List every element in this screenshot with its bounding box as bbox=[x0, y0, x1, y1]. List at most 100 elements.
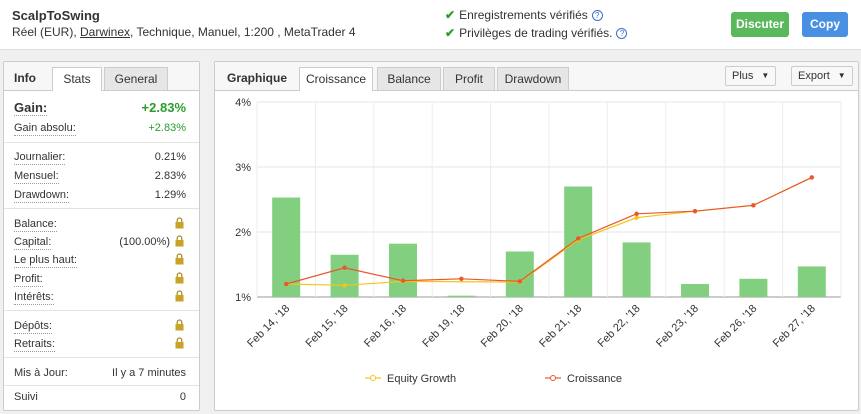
gain-row: Gain: +2.83% bbox=[14, 101, 186, 119]
croissance-point bbox=[634, 211, 639, 216]
verified-records-label: Enregistrements vérifiés bbox=[459, 8, 588, 22]
equity-value: (100.00%) bbox=[119, 236, 170, 248]
help-icon[interactable]: ? bbox=[616, 28, 628, 40]
tab-info[interactable]: Info bbox=[14, 71, 36, 85]
divider bbox=[4, 310, 199, 311]
discuss-button[interactable]: Discuter bbox=[731, 12, 789, 37]
chart-tabs: Graphique Croissance Balance Profit Draw… bbox=[215, 62, 858, 91]
x-tick-label: Feb 20, '18 bbox=[479, 303, 526, 350]
lock-icon bbox=[175, 217, 184, 229]
interest-label: Intérêts: bbox=[14, 291, 54, 305]
tab-profit[interactable]: Profit bbox=[443, 67, 495, 90]
stats-panel: Info Stats General Gain: +2.83% Gain abs… bbox=[3, 61, 200, 411]
x-tick-label: Feb 21, '18 bbox=[537, 303, 584, 350]
lock-icon bbox=[175, 253, 184, 265]
account-info-prefix: Réel (EUR), bbox=[12, 25, 81, 39]
lock-icon bbox=[175, 235, 184, 247]
equity-label: Capital: bbox=[14, 236, 52, 250]
legend-label: Croissance bbox=[567, 373, 622, 385]
abs-gain-value: +2.83% bbox=[148, 122, 186, 134]
chart-panel-title: Graphique bbox=[227, 71, 288, 85]
bar bbox=[797, 266, 826, 297]
copy-button[interactable]: Copy bbox=[802, 12, 848, 37]
chart-panel: Graphique Croissance Balance Profit Draw… bbox=[214, 61, 859, 411]
highest-label: Le plus haut: bbox=[14, 254, 77, 268]
monthly-value: 2.83% bbox=[154, 170, 186, 182]
tab-stats[interactable]: Stats bbox=[52, 67, 102, 91]
y-tick-label: 4% bbox=[235, 97, 251, 109]
legend-label: Equity Growth bbox=[387, 373, 456, 385]
bar bbox=[389, 243, 417, 297]
divider bbox=[4, 208, 199, 209]
lock-icon bbox=[175, 290, 184, 302]
account-name: ScalpToSwing bbox=[12, 8, 100, 23]
equity-row: Capital: (100.00%) bbox=[14, 235, 186, 253]
lock-icon bbox=[175, 319, 184, 331]
stats-tabs: Info Stats General bbox=[4, 62, 199, 91]
tab-general[interactable]: General bbox=[104, 67, 168, 90]
legend-marker bbox=[370, 375, 376, 381]
x-tick-label: Feb 26, '18 bbox=[712, 303, 759, 350]
x-tick-label: Feb 15, '18 bbox=[304, 303, 351, 350]
abs-gain-label: Gain absolu: bbox=[14, 122, 76, 136]
export-dropdown[interactable]: Export ▼ bbox=[791, 66, 853, 86]
help-icon[interactable]: ? bbox=[591, 10, 603, 22]
croissance-point bbox=[809, 175, 814, 180]
croissance-point bbox=[400, 278, 406, 283]
croissance-point bbox=[284, 281, 289, 287]
y-tick-label: 3% bbox=[235, 162, 251, 174]
check-icon: ✔ bbox=[445, 8, 456, 22]
followers-row: Suivi 0 bbox=[14, 390, 186, 408]
lock-icon bbox=[175, 272, 184, 284]
withdrawals-row: Retraits: bbox=[14, 337, 186, 355]
account-info-suffix: , Technique, Manuel, 1:200 , MetaTrader … bbox=[130, 25, 356, 39]
plus-dropdown[interactable]: Plus ▼ bbox=[725, 66, 777, 86]
growth-chart: 1% 2% 3% 4% Feb 14, '18 Feb 15, '18 Feb 16, '1… bbox=[235, 97, 842, 385]
croissance-line bbox=[286, 176, 813, 285]
account-info: Réel (EUR), Darwinex, Technique, Manuel,… bbox=[12, 25, 356, 39]
verified-records: ✔ Enregistrements vérifiés? bbox=[445, 8, 603, 22]
lock-icon bbox=[175, 337, 184, 349]
divider bbox=[4, 142, 199, 143]
croissance-point bbox=[576, 236, 581, 241]
x-tick-label: Feb 22, '18 bbox=[596, 303, 643, 350]
equity-growth-point bbox=[342, 283, 347, 288]
balance-row: Balance: bbox=[14, 217, 186, 235]
y-tick-label: 2% bbox=[235, 227, 251, 239]
broker-link[interactable]: Darwinex bbox=[80, 25, 131, 39]
daily-label: Journalier: bbox=[14, 151, 66, 165]
bar bbox=[272, 197, 301, 297]
balance-label: Balance: bbox=[14, 218, 57, 232]
verified-privileges-label: Privilèges de trading vérifiés. bbox=[459, 26, 613, 40]
interest-row: Intérêts: bbox=[14, 290, 186, 308]
check-icon: ✔ bbox=[445, 26, 456, 40]
profit-label: Profit: bbox=[14, 273, 43, 287]
croissance-point bbox=[692, 209, 698, 214]
divider bbox=[4, 357, 199, 358]
highest-row: Le plus haut: bbox=[14, 253, 186, 271]
drawdown-value: 1.29% bbox=[154, 189, 186, 201]
gain-label: Gain: bbox=[14, 100, 48, 116]
tab-croissance[interactable]: Croissance bbox=[299, 67, 373, 91]
x-tick-label: Feb 14, '18 bbox=[245, 303, 292, 350]
bar bbox=[739, 278, 768, 297]
tab-balance[interactable]: Balance bbox=[377, 67, 441, 90]
caret-down-icon: ▼ bbox=[761, 71, 770, 81]
daily-value: 0.21% bbox=[154, 151, 186, 163]
tab-drawdown[interactable]: Drawdown bbox=[497, 67, 569, 90]
croissance-point bbox=[751, 203, 756, 208]
verified-privileges: ✔ Privilèges de trading vérifiés.? bbox=[445, 26, 628, 40]
x-tick-label: Feb 16, '18 bbox=[362, 303, 409, 350]
x-tick-label: Feb 19, '18 bbox=[420, 303, 467, 350]
deposits-row: Dépôts: bbox=[14, 319, 186, 337]
bar bbox=[330, 254, 359, 297]
deposits-label: Dépôts: bbox=[14, 320, 52, 334]
abs-gain-row: Gain absolu: +2.83% bbox=[14, 121, 186, 139]
daily-row: Journalier: 0.21% bbox=[14, 150, 186, 168]
bar bbox=[622, 242, 651, 297]
withdrawals-label: Retraits: bbox=[14, 338, 55, 352]
bar bbox=[447, 295, 476, 297]
croissance-point bbox=[517, 279, 522, 284]
x-tick-label: Feb 27, '18 bbox=[771, 303, 818, 350]
gain-value: +2.83% bbox=[141, 100, 186, 115]
